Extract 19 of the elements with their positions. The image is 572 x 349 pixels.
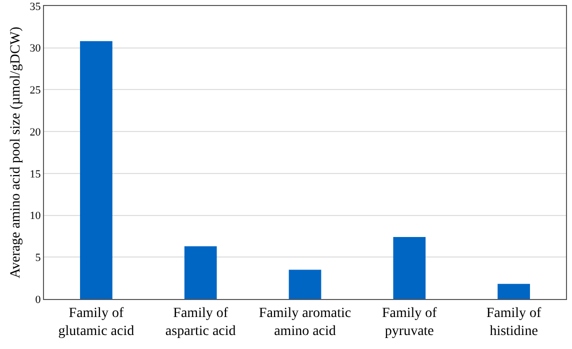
y-tick-label: 15: [30, 168, 42, 180]
y-tick-label: 20: [30, 126, 42, 138]
x-tick-label: Family of glutamic acid: [58, 306, 134, 339]
y-tick-label: 10: [30, 210, 42, 222]
y-tick-label: 25: [30, 84, 42, 97]
bar: [80, 41, 112, 299]
y-tick-label: 35: [30, 0, 42, 13]
bar: [288, 270, 322, 299]
y-tick-label: 30: [30, 42, 42, 55]
x-tick-label: Family of histidine: [486, 306, 542, 339]
y-axis-title: Average amino acid pool size (µmol/gDCW): [8, 26, 24, 278]
bar: [498, 284, 530, 299]
bar: [184, 246, 217, 299]
y-tick-label: 5: [35, 252, 42, 264]
x-tick-label: Family of aspartic acid: [165, 306, 236, 339]
x-tick-label: Family aromatic amino acid: [258, 306, 352, 339]
bar: [393, 237, 426, 299]
x-tick-label: Family of pyruvate: [382, 306, 438, 339]
y-tick-label: 0: [35, 294, 42, 306]
